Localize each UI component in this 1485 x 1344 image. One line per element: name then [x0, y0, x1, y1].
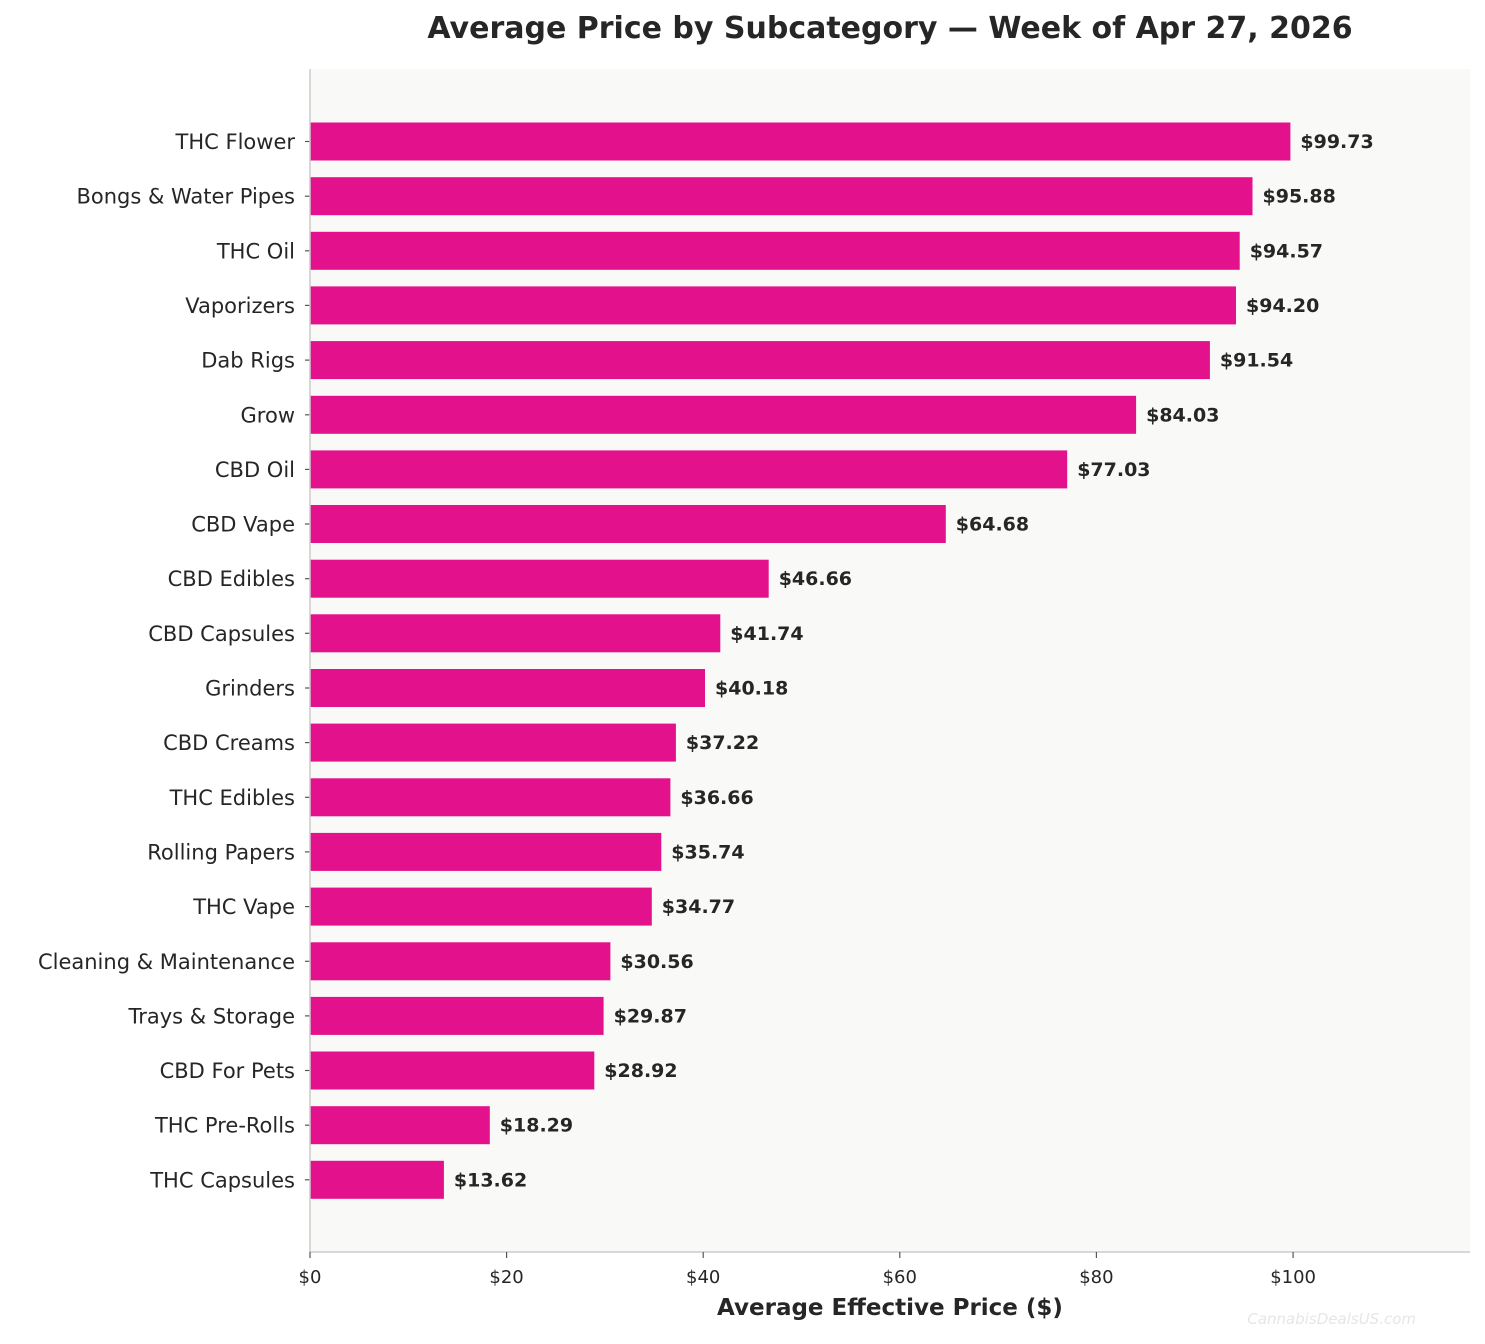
value-label: $77.03 [1077, 459, 1150, 481]
value-label: $18.29 [500, 1115, 573, 1137]
bar-9 [310, 614, 721, 653]
x-tick-label: $80 [1079, 1267, 1113, 1288]
bar-11 [310, 723, 676, 762]
value-label: $13.62 [454, 1169, 527, 1191]
category-label: Cleaning & Maintenance [38, 950, 295, 974]
category-label: THC Capsules [149, 1168, 295, 1192]
bar-16 [310, 996, 604, 1035]
value-label: $94.20 [1246, 295, 1319, 317]
value-label: $94.57 [1250, 240, 1323, 262]
bar-10 [310, 669, 705, 707]
value-label: $30.56 [620, 951, 693, 973]
bar-7 [310, 505, 946, 543]
value-label: $36.66 [680, 787, 753, 809]
category-labels: THC Flower Bongs & Water Pipes THC Oil Vapo… [38, 130, 310, 1192]
bar-15 [310, 942, 611, 981]
x-axis-ticks: $0 $20 $40 $60 $80 $100 [299, 1252, 1316, 1288]
category-label: THC Oil [216, 239, 295, 263]
category-label: CBD Oil [215, 458, 295, 482]
x-axis-label: Average Effective Price ($) [717, 1295, 1063, 1321]
category-label: CBD For Pets [160, 1059, 295, 1083]
value-label: $99.73 [1300, 131, 1373, 153]
bar-17 [310, 1051, 595, 1090]
value-label: $41.74 [730, 623, 803, 645]
category-label: CBD Capsules [148, 622, 295, 646]
x-tick-label: $40 [686, 1267, 720, 1288]
bar-2 [310, 231, 1240, 270]
bar-18 [310, 1106, 490, 1145]
category-label: Bongs & Water Pipes [76, 185, 295, 209]
category-label: CBD Creams [163, 731, 295, 755]
bars-group [310, 122, 1291, 1199]
category-label: THC Vape [192, 895, 295, 919]
value-label: $91.54 [1220, 350, 1293, 372]
value-label: $84.03 [1146, 404, 1219, 426]
bar-4 [310, 341, 1210, 380]
x-tick-label: $20 [489, 1267, 523, 1288]
bar-1 [310, 177, 1253, 216]
value-label: $34.77 [662, 896, 735, 918]
bar-0 [310, 122, 1291, 161]
value-label: $46.66 [779, 568, 852, 590]
bar-5 [310, 395, 1137, 434]
bar-14 [310, 887, 652, 926]
x-tick-label: $100 [1270, 1267, 1316, 1288]
category-label: THC Edibles [169, 786, 295, 810]
category-label: CBD Vape [191, 513, 295, 537]
value-label: $29.87 [614, 1005, 687, 1027]
bar-19 [310, 1160, 444, 1199]
bar-13 [310, 832, 662, 871]
value-label: $35.74 [671, 841, 744, 863]
value-label: $95.88 [1263, 186, 1336, 208]
value-label: $40.18 [715, 678, 788, 700]
bar-6 [310, 450, 1068, 489]
bar-8 [310, 559, 769, 598]
watermark: CannabisDealsUS.com [1247, 1310, 1416, 1328]
chart-title: Average Price by Subcategory — Week of A… [427, 11, 1352, 46]
category-label: CBD Edibles [168, 567, 295, 591]
category-label: Grow [241, 403, 295, 427]
value-label: $37.22 [686, 732, 759, 754]
x-tick-label: $0 [299, 1267, 322, 1288]
category-label: Rolling Papers [147, 840, 295, 864]
x-tick-label: $60 [883, 1267, 917, 1288]
category-label: Trays & Storage [127, 1004, 295, 1028]
value-label: $64.68 [956, 514, 1029, 536]
category-label: Grinders [205, 677, 295, 701]
category-label: THC Flower [175, 130, 296, 154]
category-label: Vaporizers [185, 294, 295, 318]
value-label: $28.92 [604, 1060, 677, 1082]
value-labels: $99.73 $95.88 $94.57 $94.20 $91.54 $84.03 $77.… [454, 131, 1374, 1191]
category-label: THC Pre-Rolls [154, 1114, 295, 1138]
bar-12 [310, 778, 671, 817]
bar-3 [310, 286, 1236, 325]
category-label: Dab Rigs [201, 349, 295, 373]
